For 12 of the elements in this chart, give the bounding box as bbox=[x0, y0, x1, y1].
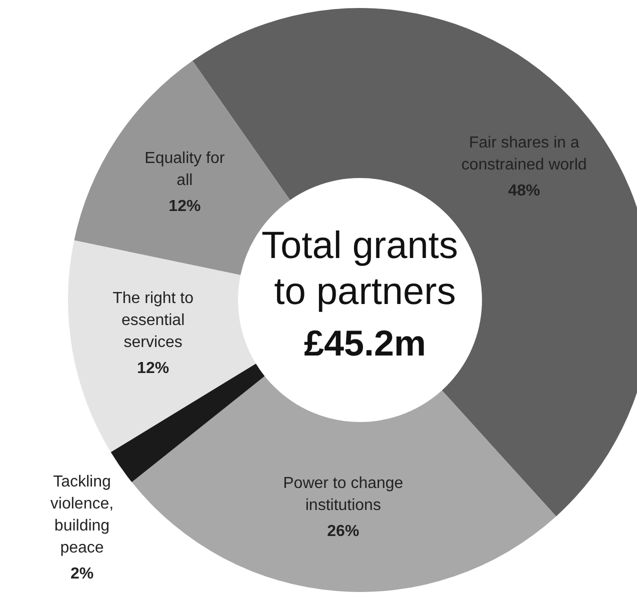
slice-label: Tackling violence, building peace bbox=[50, 474, 114, 556]
slice-label: Fair shares in a constrained world bbox=[461, 134, 587, 174]
data-label: 48% bbox=[508, 182, 540, 200]
slice-label: The right to essential services bbox=[112, 290, 194, 352]
data-label: 26% bbox=[327, 522, 360, 540]
text: Total grants to partners bbox=[262, 225, 468, 313]
slice-label: Power to change institutions bbox=[283, 474, 404, 514]
data-label: 12% bbox=[168, 198, 201, 215]
text: £45.2m bbox=[304, 322, 426, 364]
slice-label: Equality for all bbox=[144, 150, 226, 189]
data-label: 2% bbox=[70, 566, 94, 582]
data-label: 12% bbox=[137, 360, 170, 378]
